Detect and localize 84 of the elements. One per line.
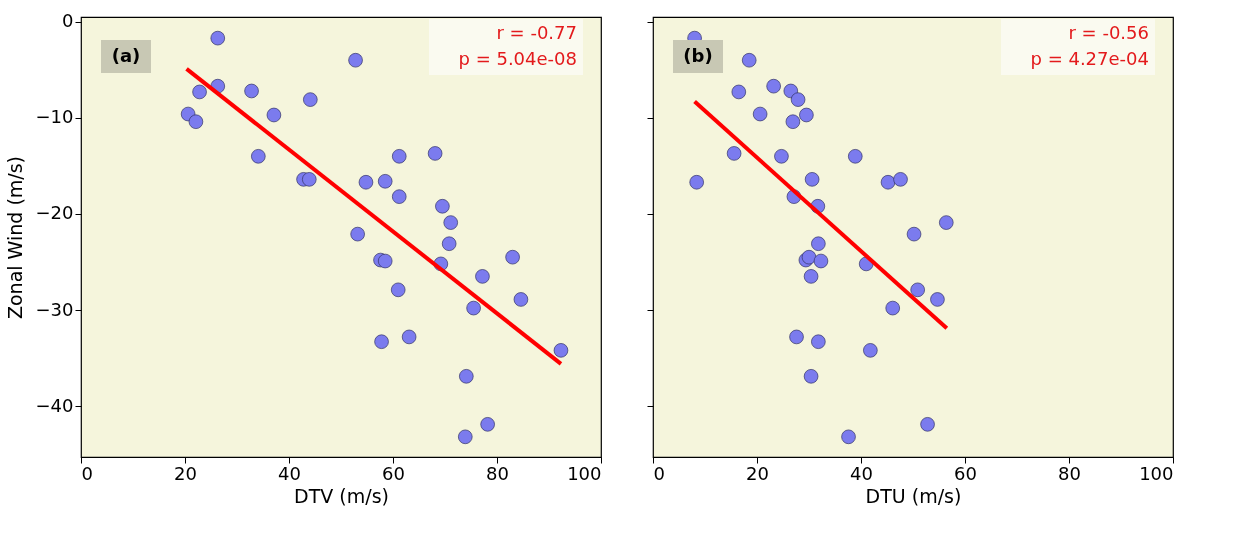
- y-tick-label: 0: [62, 10, 74, 32]
- point: [862, 342, 878, 358]
- point: [377, 253, 393, 269]
- point: [885, 300, 901, 316]
- y-tick-label: −20: [35, 202, 74, 224]
- y-tick-label: −30: [35, 298, 74, 320]
- x-axis-title: DTV (m/s): [294, 484, 389, 507]
- point: [810, 236, 826, 252]
- point: [741, 52, 757, 68]
- point: [799, 107, 814, 123]
- annotation: r = -0.77: [496, 22, 577, 43]
- point: [427, 146, 443, 161]
- point: [906, 226, 922, 242]
- point: [391, 148, 407, 164]
- point: [192, 84, 207, 100]
- point: [301, 171, 317, 187]
- point: [480, 416, 496, 432]
- annotation: p = 4.27e-04: [1030, 48, 1149, 69]
- point: [374, 334, 389, 350]
- point: [350, 226, 366, 242]
- point: [358, 174, 374, 190]
- annotation: (a): [111, 45, 141, 66]
- point: [847, 148, 863, 164]
- point: [803, 269, 819, 284]
- point: [505, 249, 520, 265]
- x-tick-label: 20: [174, 462, 197, 484]
- annotation: p = 5.04e-08: [458, 48, 577, 69]
- x-tick-label: 40: [278, 462, 301, 484]
- x-tick-label: 60: [382, 462, 405, 484]
- x-axis-title: DTU (m/s): [865, 484, 962, 507]
- point: [210, 30, 226, 46]
- point: [803, 368, 819, 384]
- point: [475, 269, 490, 284]
- point: [752, 106, 768, 122]
- point: [880, 174, 896, 190]
- point: [244, 83, 259, 99]
- point: [774, 148, 789, 164]
- y-tick-label: −10: [35, 106, 74, 128]
- annotation: r = -0.56: [1068, 22, 1149, 43]
- point: [930, 292, 945, 307]
- point: [689, 174, 705, 190]
- point: [391, 189, 407, 205]
- point: [250, 148, 266, 164]
- y-tick-label: −40: [35, 394, 74, 416]
- point: [910, 282, 926, 298]
- x-tick-label: 0: [81, 462, 93, 484]
- point: [789, 329, 804, 345]
- point: [458, 368, 474, 384]
- point: [813, 253, 829, 269]
- point: [553, 342, 569, 358]
- x-tick-label: 60: [954, 462, 977, 484]
- y-axis-title: Zonal Wind (m/s): [3, 155, 26, 320]
- x-tick-label: 20: [746, 462, 769, 484]
- point: [466, 300, 481, 316]
- point: [790, 92, 806, 107]
- x-tick-label: 100: [567, 462, 602, 484]
- point: [841, 429, 856, 445]
- point: [441, 236, 457, 252]
- x-tick-label: 80: [1058, 462, 1081, 484]
- point: [893, 171, 908, 187]
- x-tick-label: 80: [486, 462, 509, 484]
- point: [188, 114, 204, 130]
- point: [435, 198, 450, 214]
- point: [457, 429, 473, 445]
- point: [766, 78, 782, 94]
- point: [731, 84, 747, 100]
- point: [348, 52, 363, 68]
- point: [938, 215, 954, 230]
- x-tick-label: 0: [653, 462, 665, 484]
- point: [401, 329, 417, 345]
- point: [390, 282, 406, 298]
- point: [266, 107, 282, 123]
- point: [804, 171, 820, 187]
- x-tick-label: 40: [850, 462, 873, 484]
- point: [302, 92, 318, 107]
- point: [920, 416, 935, 432]
- annotation: (b): [683, 45, 713, 66]
- point: [726, 146, 742, 161]
- point: [785, 114, 801, 130]
- point: [810, 334, 826, 350]
- point: [377, 173, 393, 189]
- x-tick-label: 100: [1139, 462, 1174, 484]
- point: [513, 292, 529, 307]
- point: [443, 215, 459, 230]
